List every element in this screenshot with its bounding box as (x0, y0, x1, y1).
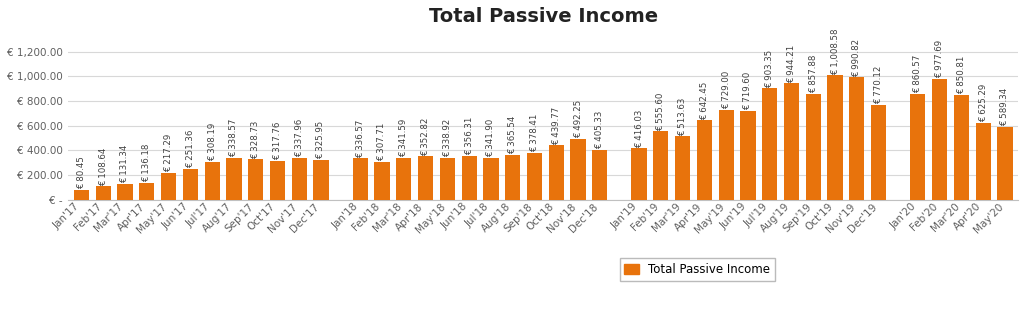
Bar (571, 139, 585, 200)
Bar (675, 136, 690, 200)
Text: € 990.82: € 990.82 (853, 39, 861, 77)
Text: € 341.90: € 341.90 (487, 119, 495, 157)
Text: € 850.81: € 850.81 (957, 56, 966, 94)
Text: € 217.29: € 217.29 (164, 134, 173, 173)
Bar (592, 150, 608, 200)
Bar (505, 155, 521, 200)
Text: € 80.45: € 80.45 (77, 156, 86, 189)
Text: € 405.33: € 405.33 (596, 111, 605, 149)
Text: € 341.59: € 341.59 (400, 119, 408, 157)
Text: € 492.25: € 492.25 (574, 100, 582, 138)
Bar (314, 159, 329, 200)
Bar (827, 75, 843, 200)
Text: € 857.88: € 857.88 (809, 55, 818, 93)
Bar (248, 159, 263, 200)
Text: € 325.95: € 325.95 (317, 121, 326, 159)
Text: € 307.71: € 307.71 (377, 123, 386, 161)
Text: € 439.77: € 439.77 (551, 107, 561, 145)
Text: € 131.34: € 131.34 (121, 145, 129, 183)
Text: € 352.82: € 352.82 (421, 117, 430, 156)
Bar (270, 160, 285, 200)
Title: Total Passive Income: Total Passive Income (428, 7, 658, 26)
Bar (440, 158, 455, 200)
Bar (631, 148, 647, 200)
Text: € 378.41: € 378.41 (530, 114, 539, 152)
Text: € 555.60: € 555.60 (656, 92, 665, 131)
Text: € 337.96: € 337.96 (295, 119, 303, 157)
Text: € 513.63: € 513.63 (679, 97, 687, 136)
Text: € 944.21: € 944.21 (787, 44, 796, 82)
Bar (182, 169, 198, 200)
Text: € 136.18: € 136.18 (142, 144, 152, 182)
Bar (910, 93, 926, 200)
Text: € 336.57: € 336.57 (356, 119, 365, 158)
Bar (653, 131, 668, 200)
Bar (784, 83, 800, 200)
Bar (806, 94, 821, 200)
Text: € 108.64: € 108.64 (98, 147, 108, 186)
Bar (548, 145, 564, 200)
Text: € 338.92: € 338.92 (443, 119, 452, 157)
Bar (763, 88, 777, 200)
Text: € 365.54: € 365.54 (508, 116, 518, 154)
Bar (719, 110, 734, 200)
Bar (461, 156, 477, 200)
Bar (227, 158, 242, 200)
Text: € 317.76: € 317.76 (273, 122, 282, 160)
Bar (205, 162, 219, 200)
Text: € 903.35: € 903.35 (766, 49, 774, 88)
Bar (139, 183, 155, 200)
Text: € 589.34: € 589.34 (1000, 88, 1010, 126)
Bar (527, 153, 542, 200)
Text: € 719.60: € 719.60 (743, 72, 752, 110)
Bar (484, 157, 498, 200)
Text: € 642.45: € 642.45 (700, 81, 709, 120)
Bar (397, 158, 411, 200)
Text: € 729.00: € 729.00 (722, 71, 731, 109)
Bar (74, 190, 89, 200)
Bar (118, 184, 132, 200)
Bar (997, 127, 1013, 200)
Text: € 860.57: € 860.57 (913, 55, 922, 93)
Bar (374, 162, 390, 200)
Bar (697, 121, 712, 200)
Bar (871, 105, 887, 200)
Text: € 1,008.58: € 1,008.58 (830, 28, 839, 75)
Bar (161, 173, 176, 200)
Bar (353, 158, 368, 200)
Bar (292, 158, 306, 200)
Text: € 251.36: € 251.36 (186, 130, 195, 168)
Text: € 416.03: € 416.03 (634, 110, 644, 148)
Text: € 625.29: € 625.29 (979, 84, 988, 122)
Text: € 308.19: € 308.19 (208, 123, 216, 161)
Legend: Total Passive Income: Total Passive Income (620, 258, 775, 281)
Bar (418, 156, 434, 200)
Bar (740, 111, 755, 200)
Bar (95, 186, 111, 200)
Bar (932, 79, 947, 200)
Text: € 338.57: € 338.57 (230, 119, 239, 157)
Text: € 356.31: € 356.31 (464, 117, 474, 155)
Bar (954, 95, 969, 200)
Bar (976, 123, 991, 200)
Bar (850, 77, 864, 200)
Text: € 977.69: € 977.69 (935, 40, 944, 78)
Text: € 328.73: € 328.73 (251, 120, 260, 158)
Text: € 770.12: € 770.12 (874, 66, 884, 104)
